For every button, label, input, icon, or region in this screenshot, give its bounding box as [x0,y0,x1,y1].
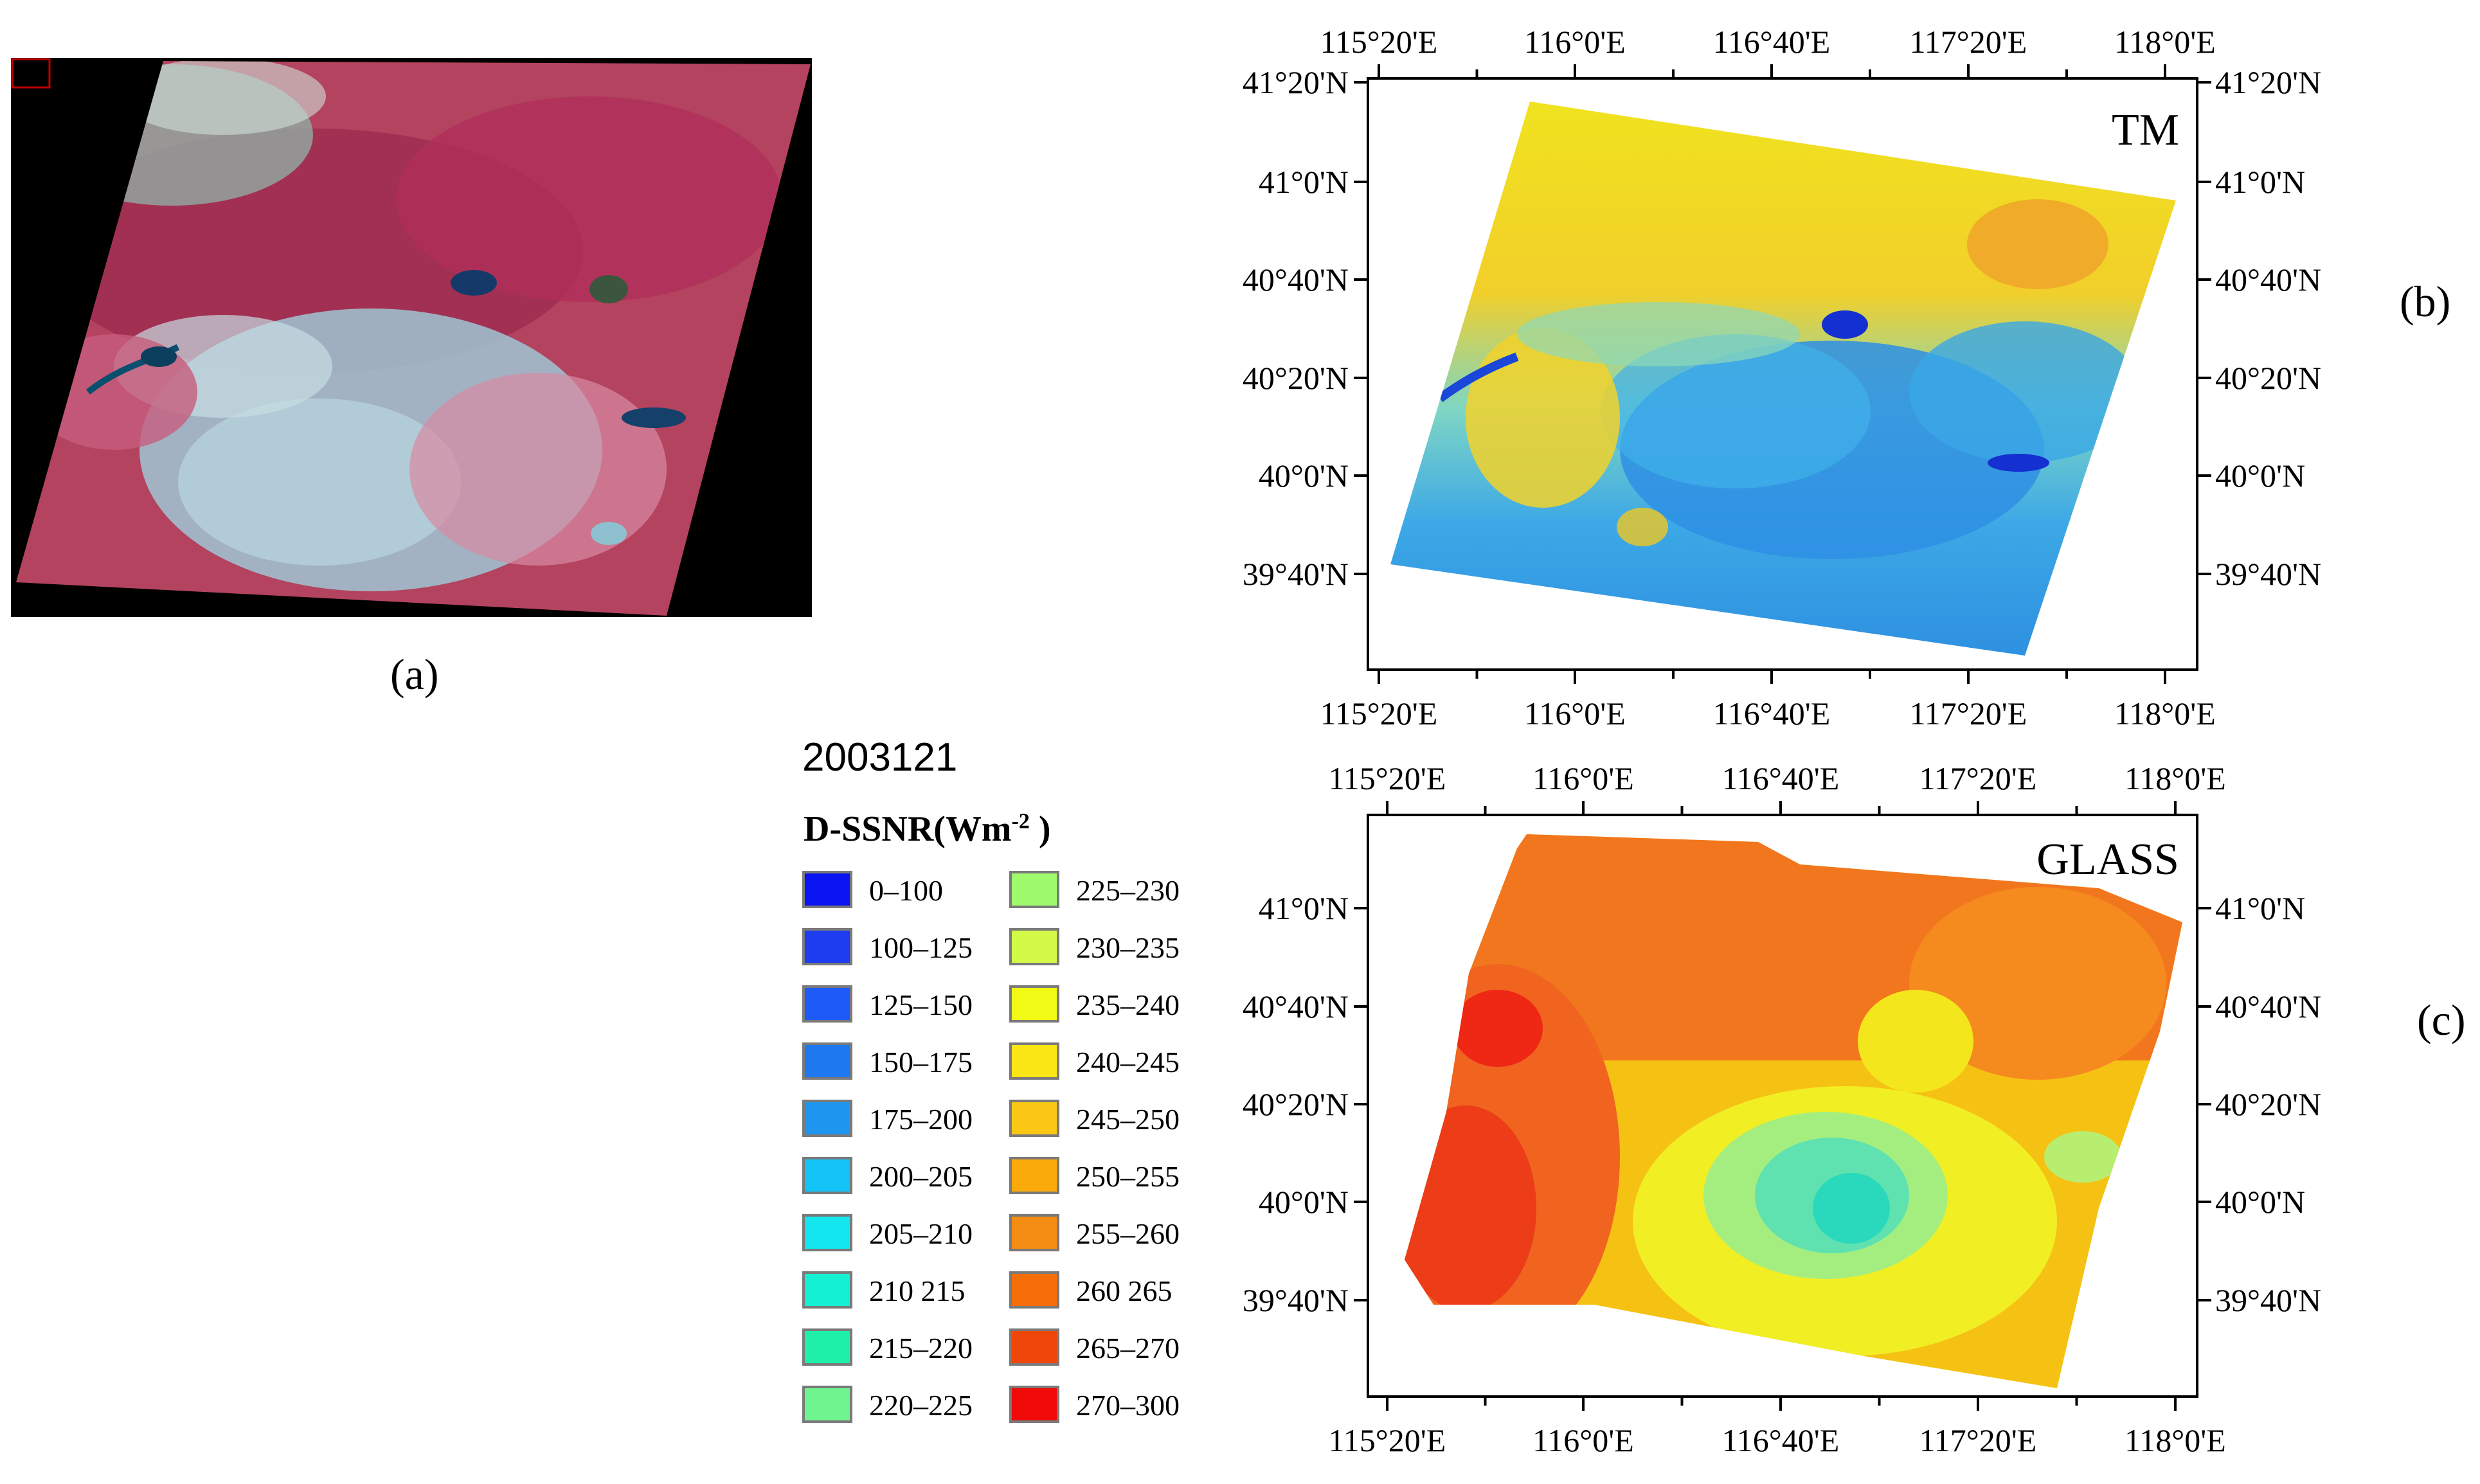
caption-b: (b) [2400,277,2451,326]
lat-label-right: 40°0'N [2215,1184,2305,1220]
lon-label-top: 117°20'E [1910,24,2027,60]
lat-label-right: 39°40'N [2215,556,2321,592]
caption-c: (c) [2417,996,2466,1044]
lon-label-top: 115°20'E [1329,760,1446,796]
legend-label: 210 215 [869,1274,966,1307]
lat-label-left: 40°0'N [1259,1184,1349,1220]
legend-label: 255–260 [1076,1217,1180,1250]
lat-label-left: 41°0'N [1259,890,1349,926]
legend-swatch [802,928,852,965]
tm-title: TM [2112,105,2179,155]
lon-label-bottom: 115°20'E [1329,1422,1446,1458]
legend-swatch [1009,1214,1059,1251]
lon-label-top: 116°40'E [1722,760,1840,796]
lon-label-bottom: 116°0'E [1532,1422,1634,1458]
legend-title-superscript: -2 [1011,809,1030,834]
legend-swatch [802,1042,852,1080]
legend-label: 200–205 [869,1160,973,1193]
legend-label: 100–125 [869,931,973,964]
lat-label-left: 40°20'N [1243,1086,1349,1122]
lat-label-right: 40°40'N [2215,988,2321,1024]
legend-label: 220–225 [869,1389,973,1422]
legend-swatch [802,1271,852,1309]
lon-label-top: 116°40'E [1713,24,1831,60]
lat-label-left: 39°40'N [1243,1282,1349,1318]
lon-label-top: 118°0'E [2125,760,2226,796]
lon-label-top: 116°0'E [1532,760,1634,796]
lat-label-left: 41°20'N [1243,64,1349,100]
lat-label-right: 39°40'N [2215,1282,2321,1318]
lat-label-left: 40°40'N [1243,262,1349,298]
legend-label: 245–250 [1076,1103,1180,1136]
lat-label-left: 40°0'N [1259,458,1349,494]
lon-label-bottom: 118°0'E [2125,1422,2226,1458]
legend-swatch [802,1100,852,1137]
legend-label: 175–200 [869,1103,973,1136]
lat-label-right: 41°20'N [2215,64,2321,100]
legend-swatch [1009,1157,1059,1194]
caption-a: (a) [390,650,439,699]
lat-label-right: 41°0'N [2215,890,2305,926]
legend-label: 225–230 [1076,874,1180,907]
lat-label-right: 40°40'N [2215,262,2321,298]
legend-date: 2003121 [802,735,958,780]
lat-label-right: 40°0'N [2215,458,2305,494]
legend-swatch [1009,1042,1059,1080]
legend-label: 125–150 [869,988,973,1021]
legend-label: 270–300 [1076,1389,1180,1422]
legend-label: 230–235 [1076,931,1180,964]
legend-label: 205–210 [869,1217,973,1250]
legend-swatch [1009,1386,1059,1423]
legend-label: 150–175 [869,1046,973,1078]
legend-swatch [1009,1271,1059,1309]
lon-label-bottom: 116°0'E [1524,695,1626,731]
lon-label-bottom: 116°40'E [1713,695,1831,731]
legend-swatch [802,1157,852,1194]
legend-label: 260 265 [1076,1274,1173,1307]
legend-swatch [1009,985,1059,1023]
lat-label-left: 41°0'N [1259,164,1349,200]
legend-swatch [802,871,852,908]
legend-swatch [1009,928,1059,965]
legend-swatch [1009,1100,1059,1137]
legend-swatch [802,1328,852,1366]
false-color-scene [11,58,812,617]
legend-swatch [802,985,852,1023]
lon-label-top: 118°0'E [2114,24,2216,60]
lon-label-top: 117°20'E [1919,760,2037,796]
legend-label: 265–270 [1076,1332,1180,1364]
legend-label: 215–220 [869,1332,973,1364]
legend-title-close: ) [1029,809,1051,849]
satellite-image-panel [11,58,812,617]
legend-label: 235–240 [1076,988,1180,1021]
legend-swatch [1009,1328,1059,1366]
legend-title: D-SSNR(Wm-2 ) [804,809,1051,850]
legend-swatch [1009,871,1059,908]
lat-label-left: 39°40'N [1243,556,1349,592]
legend: 0–100 100–125 125–150 150–175 175–200 200–205… [802,871,1214,1449]
glass-title: GLASS [2036,835,2179,884]
lat-label-right: 40°20'N [2215,360,2321,396]
legend-title-text: D-SSNR(Wm [804,809,1012,849]
lon-label-bottom: 116°40'E [1722,1422,1840,1458]
lon-label-top: 115°20'E [1320,24,1438,60]
lon-label-bottom: 117°20'E [1910,695,2027,731]
legend-swatch [802,1386,852,1423]
legend-label: 240–245 [1076,1046,1180,1078]
lon-label-bottom: 115°20'E [1320,695,1438,731]
lon-label-top: 116°0'E [1524,24,1626,60]
legend-label: 0–100 [869,874,943,907]
lat-label-right: 40°20'N [2215,1086,2321,1122]
legend-label: 250–255 [1076,1160,1180,1193]
lon-label-bottom: 118°0'E [2114,695,2216,731]
lat-label-right: 41°0'N [2215,164,2305,200]
lon-label-bottom: 117°20'E [1919,1422,2037,1458]
lat-label-left: 40°20'N [1243,360,1349,396]
lat-label-left: 40°40'N [1243,988,1349,1024]
legend-swatch [802,1214,852,1251]
